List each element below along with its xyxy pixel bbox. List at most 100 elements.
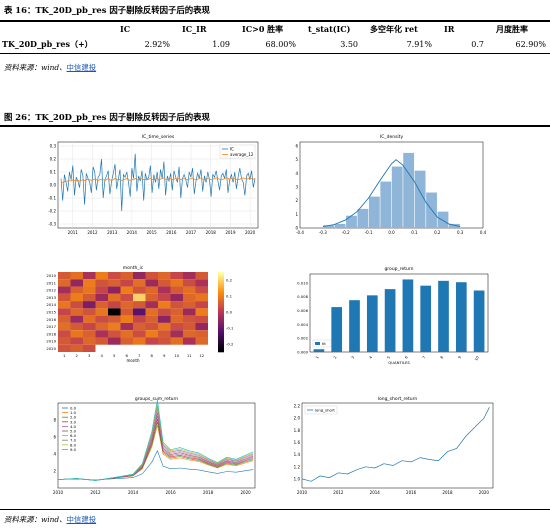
x-tick-label: 2018 xyxy=(203,490,214,495)
colorbar-segment xyxy=(218,314,224,317)
colorbar-segment xyxy=(218,342,224,345)
colorbar-segment xyxy=(218,298,224,301)
x-tick-label: 8 xyxy=(440,355,445,360)
heatmap-cell xyxy=(145,272,158,280)
heatmap-cell xyxy=(145,293,158,302)
bar xyxy=(313,349,325,352)
heatmap-cell xyxy=(83,272,96,280)
source-link[interactable]: 中信建投 xyxy=(66,515,97,524)
bar xyxy=(455,282,467,352)
stats-table: IC IC_IR IC>0 胜率 t_stat(IC) 多空年化 ret IR … xyxy=(0,21,550,54)
x-tick-label: 2020 xyxy=(245,230,256,235)
histogram-bar xyxy=(346,215,357,228)
bar xyxy=(384,289,396,352)
y-tick-label: 4 xyxy=(53,452,56,457)
y-tick-label: 0.000 xyxy=(297,350,308,355)
colorbar-segment xyxy=(218,274,224,277)
source-prefix: 资料来源：wind、 xyxy=(4,63,67,72)
col-label: 3 xyxy=(88,353,91,358)
header-ir: IR xyxy=(444,24,455,34)
heatmap-cell xyxy=(95,322,108,331)
legend-swatch xyxy=(315,342,320,345)
heatmap-cell xyxy=(95,286,108,294)
colorbar-segment xyxy=(218,336,224,339)
source-note-1: 资料来源：wind、中信建投 xyxy=(4,62,96,73)
row-label: 2012 xyxy=(46,288,56,293)
col-label: 11 xyxy=(187,353,192,358)
heatmap-cell xyxy=(108,286,121,294)
col-label: 12 xyxy=(199,353,204,358)
x-tick-label: 2013 xyxy=(107,230,118,235)
heatmap-cell xyxy=(108,293,121,302)
chart-title: IC_density xyxy=(380,134,404,140)
x-tick-label: 0.4 xyxy=(480,230,487,235)
x-tick-label: 10 xyxy=(474,355,480,362)
heatmap-cell xyxy=(120,301,133,309)
col-label: 8 xyxy=(151,353,154,358)
heatmap-cell xyxy=(108,330,121,338)
series-line xyxy=(57,415,254,481)
colorbar-segment xyxy=(218,286,224,289)
long-short-return-chart: long_short_return 2.2 2.0 1.8 1.6 1.4 1.2 1.0 20… xyxy=(288,395,500,500)
col-label: 6 xyxy=(126,353,129,358)
heatmap-cell xyxy=(145,279,158,287)
bar xyxy=(402,279,414,352)
value-tstat: 3.50 xyxy=(306,37,368,54)
heatmap-cell xyxy=(108,337,121,345)
y-tick-label: 0.002 xyxy=(297,336,308,341)
colorbar-segment xyxy=(218,306,224,309)
heatmap-cell xyxy=(195,293,208,302)
colorbar-segment xyxy=(218,318,224,321)
heatmap-cell xyxy=(183,337,196,345)
heatmap-cell xyxy=(83,315,96,323)
x-tick-label: 3 xyxy=(351,356,356,360)
y-tick-label: 1.2 xyxy=(294,464,301,469)
heatmap-cell xyxy=(70,286,83,294)
heatmap-cell xyxy=(70,301,83,309)
y-tick-label: 0.008 xyxy=(297,294,308,299)
series-line xyxy=(57,418,254,481)
heatmap-cell xyxy=(120,315,133,323)
y-tick-label: -0.2 xyxy=(48,209,56,214)
x-tick-label: 2014 xyxy=(128,490,139,495)
colorbar-segment xyxy=(218,340,224,343)
bar xyxy=(349,300,360,352)
x-tick-label: 0.3 xyxy=(457,230,464,235)
heatmap-cell xyxy=(183,322,196,331)
series-line xyxy=(57,450,254,481)
x-tick-label: -0.2 xyxy=(342,230,350,235)
chart-title: groups_sum_return xyxy=(135,396,178,402)
source-link[interactable]: 中信建投 xyxy=(66,63,97,72)
heatmap-cell xyxy=(58,344,71,352)
legend-label-ic: IC xyxy=(230,147,234,152)
heatmap-cell xyxy=(183,286,196,294)
heatmap-cell xyxy=(183,308,196,316)
x-tick-label: 2018 xyxy=(442,490,453,495)
plot-frame xyxy=(301,402,494,489)
heatmap-cell xyxy=(83,301,96,309)
figure-top-rule xyxy=(0,125,550,127)
legend-label: 2.0 xyxy=(70,415,77,420)
y-tick-label: 2.0 xyxy=(294,416,301,421)
x-tick-label: 2014 xyxy=(370,490,381,495)
group-return-chart: group_return 0.010 0.008 0.006 0.004 0.002 0.0… xyxy=(288,264,498,370)
colorbar-segment xyxy=(218,272,224,275)
x-tick-label: 2014 xyxy=(127,230,138,235)
table-top-rule xyxy=(0,20,550,22)
row-label: 2015 xyxy=(46,310,56,315)
heatmap-cell xyxy=(120,286,133,294)
heatmap-cell xyxy=(158,272,171,280)
row-label: 2019 xyxy=(46,339,56,344)
heatmap-cell xyxy=(95,301,108,309)
heatmap-cell xyxy=(95,315,108,323)
figure-caption: 图 26：TK_20D_pb_res 因子剔除反转因子后的表现 xyxy=(4,112,210,122)
colorbar-segment xyxy=(218,320,224,323)
x-tick-label: 9 xyxy=(458,355,463,360)
colorbar-segment xyxy=(218,276,224,279)
value-ic-win: 68.00% xyxy=(240,37,306,54)
colorbar-tick-label: 0.0 xyxy=(226,310,233,315)
y-tick-label: 1.0 xyxy=(294,476,301,481)
y-tick-label: 0.004 xyxy=(297,322,308,327)
row-label: TK_20D_pb_res（+） xyxy=(0,37,118,54)
y-tick-label: 8 xyxy=(53,418,56,423)
